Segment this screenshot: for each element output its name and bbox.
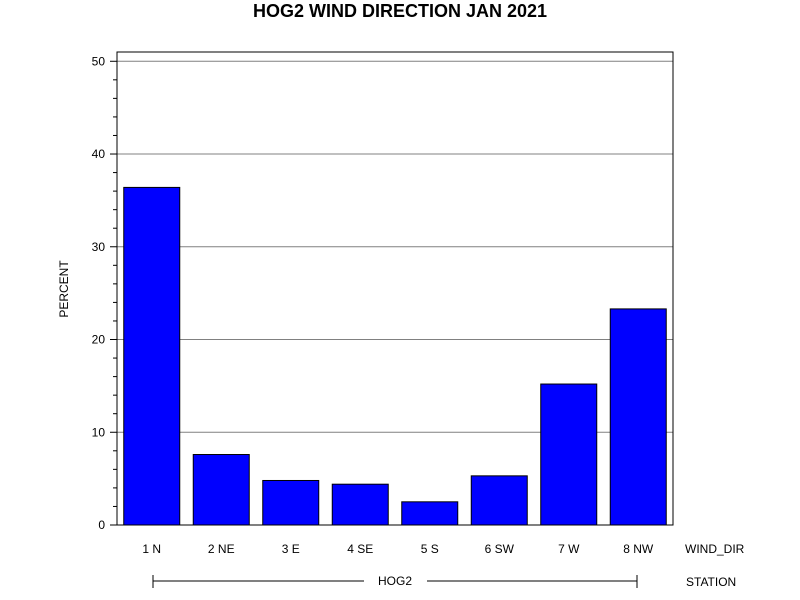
- x-tick-label-0: 1 N: [142, 542, 161, 556]
- plot-frame: [116, 51, 674, 526]
- bar-3: [331, 483, 389, 526]
- chart-title: HOG2 WIND DIRECTION JAN 2021: [253, 1, 547, 21]
- group-label: HOG2: [378, 574, 412, 588]
- bar-6: [540, 383, 598, 526]
- y-tick-label-0: 0: [98, 518, 105, 532]
- group-axis-label: STATION: [686, 575, 736, 589]
- x-tick-label-6: 7 W: [558, 542, 580, 556]
- y-axis-label: PERCENT: [57, 260, 71, 318]
- bar-1: [192, 454, 250, 526]
- x-tick-labels: 1 N 2 NE 3 E 4 SE 5 S 6 SW 7 W 8 NW: [142, 542, 654, 556]
- y-tick-label-3: 30: [92, 240, 106, 254]
- bar-2: [262, 479, 320, 526]
- y-tick-label-2: 20: [92, 333, 106, 347]
- x-tick-label-7: 8 NW: [623, 542, 654, 556]
- y-tick-label-5: 50: [92, 54, 106, 68]
- group-bracket: HOG2: [152, 574, 638, 588]
- x-tick-label-2: 3 E: [282, 542, 300, 556]
- x-tick-label-1: 2 NE: [208, 542, 235, 556]
- bar-5: [470, 475, 528, 526]
- bar-0: [123, 186, 181, 526]
- gridlines: [117, 60, 673, 433]
- x-tick-label-3: 4 SE: [347, 542, 373, 556]
- x-tick-label-5: 6 SW: [485, 542, 515, 556]
- y-axis: 0 10 20 30 40 50: [92, 54, 117, 532]
- y-tick-label-4: 40: [92, 147, 106, 161]
- bars: [123, 186, 667, 526]
- bar-4: [401, 501, 459, 526]
- y-tick-label-1: 10: [92, 425, 106, 439]
- x-axis-label: WIND_DIR: [685, 542, 745, 556]
- x-tick-label-4: 5 S: [421, 542, 439, 556]
- bar-7: [609, 308, 667, 526]
